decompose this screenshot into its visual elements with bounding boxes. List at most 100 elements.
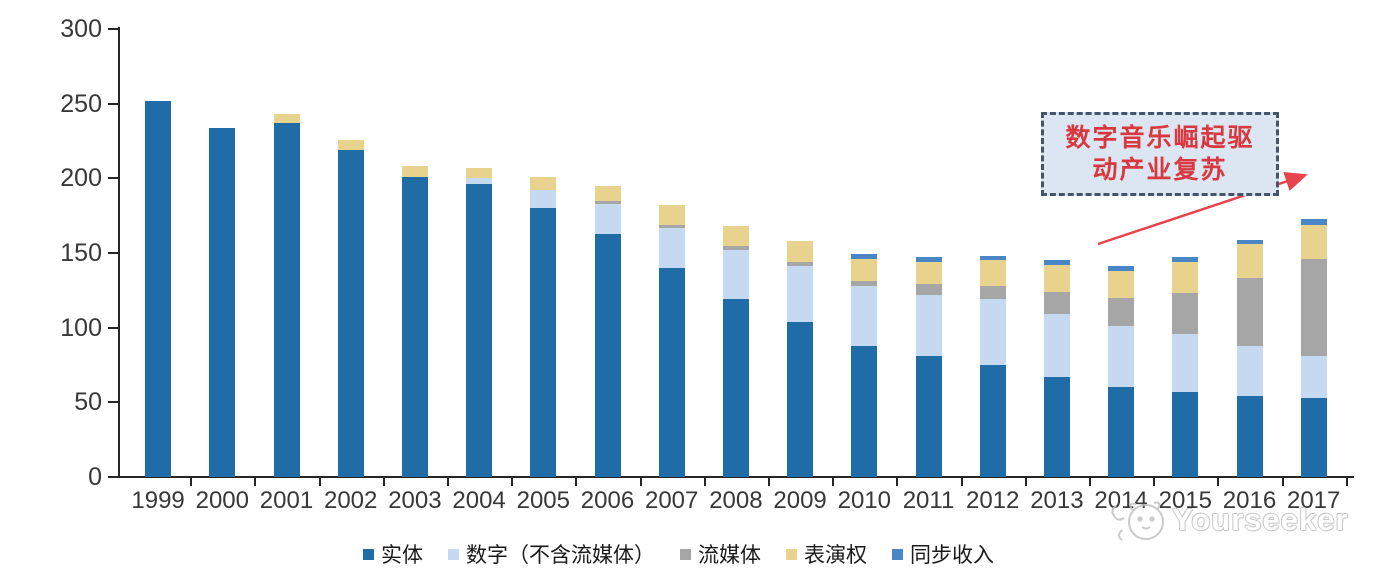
x-tick-mark (896, 478, 899, 486)
bar-segment (658, 224, 685, 228)
bar-segment (979, 299, 1006, 365)
bar-segment (979, 285, 1006, 300)
legend-label: 实体 (381, 543, 423, 567)
x-tick-mark (1024, 478, 1027, 486)
x-tick-mark (639, 478, 642, 486)
bar-segment (851, 254, 878, 259)
x-tick-label: 2008 (709, 487, 763, 514)
legend-swatch-icon (786, 548, 797, 560)
x-tick-label: 2012 (965, 487, 1020, 514)
bar-segment (466, 184, 493, 477)
bar-segment (594, 233, 621, 477)
bar-segment (1172, 257, 1199, 262)
bar-segment (1043, 260, 1070, 265)
legend-item: 流媒体 (680, 539, 761, 569)
bar-segment (1043, 376, 1070, 477)
bar-segment (1172, 333, 1199, 392)
y-tick-label: 150 (60, 239, 102, 267)
annotation-line-2: 动产业复苏 (1092, 155, 1228, 184)
x-tick-label: 2009 (773, 487, 827, 514)
bar-segment (145, 100, 172, 477)
bar-segment (658, 227, 685, 268)
annotation-line-1: 数字音乐崛起驱 (1065, 122, 1255, 152)
bar-segment (1108, 270, 1135, 298)
x-tick-mark (1345, 478, 1348, 486)
bar-segment (530, 190, 557, 209)
x-tick-label: 2007 (644, 487, 699, 514)
y-tick-mark (108, 102, 118, 105)
legend-item: 表演权 (786, 539, 867, 569)
legend-swatch-icon (363, 548, 374, 560)
bar-segment (979, 365, 1006, 477)
y-axis-line (118, 27, 120, 477)
x-tick-label: 2017 (1286, 487, 1341, 514)
bar-segment (658, 267, 685, 477)
bar-segment (594, 185, 621, 201)
x-tick-mark (318, 478, 321, 486)
legend-swatch-icon (680, 548, 691, 560)
x-tick-mark (768, 478, 770, 486)
x-tick-mark (832, 478, 835, 486)
bar-segment (209, 127, 236, 477)
x-tick-label: 2010 (837, 487, 891, 514)
bar-segment (1236, 396, 1263, 477)
chart-legend: 实体 数字（不含流媒体） 流媒体 表演权 同步收入 (363, 539, 994, 569)
y-tick-mark (108, 326, 118, 329)
bar-segment (466, 178, 493, 185)
bar-segment (1300, 397, 1327, 477)
bar-segment (337, 139, 364, 150)
x-tick-mark (1217, 478, 1220, 486)
bar-segment (1172, 391, 1199, 477)
yourseeker-logo-icon (1111, 501, 1164, 541)
legend-label: 数字（不含流媒体） (466, 543, 655, 567)
x-tick-label: 2015 (1158, 487, 1212, 514)
y-tick-label: 0 (88, 463, 102, 491)
x-tick-mark (703, 478, 706, 486)
x-tick-label: 2000 (195, 487, 249, 514)
y-tick-label: 300 (60, 15, 102, 43)
x-tick-label: 2011 (902, 487, 955, 514)
y-tick-mark (108, 252, 118, 254)
bar-segment (1236, 278, 1263, 346)
y-tick-label: 50 (74, 388, 102, 417)
bar-segment (401, 176, 428, 477)
legend-label: 表演权 (804, 543, 867, 567)
bar-segment (787, 266, 814, 322)
bar-segment (915, 356, 942, 477)
bar-segment (1300, 356, 1327, 398)
bar-segment (658, 205, 685, 225)
bar-segment (273, 114, 300, 124)
legend-swatch-icon (448, 548, 459, 560)
bar-segment (722, 250, 749, 300)
bar-segment (1300, 218, 1327, 225)
bar-segment (1043, 291, 1070, 315)
bar-segment (401, 166, 428, 177)
x-tick-mark (511, 478, 514, 486)
legend-label: 同步收入 (910, 543, 994, 567)
x-tick-label: 1999 (131, 487, 185, 514)
bar-segment (1300, 258, 1327, 357)
bar-segment (979, 255, 1006, 261)
bar-segment (273, 123, 300, 477)
x-tick-label: 2014 (1094, 487, 1148, 514)
y-tick-mark (108, 28, 118, 30)
bar-segment (1108, 297, 1135, 327)
legend-item: 数字（不含流媒体） (448, 539, 655, 569)
bar-segment (1236, 239, 1263, 245)
bar-segment (915, 261, 942, 285)
bar-segment (1108, 387, 1135, 477)
bar-segment (530, 176, 557, 191)
bar-segment (337, 149, 364, 477)
bar-segment (851, 285, 878, 346)
x-tick-label: 2002 (323, 487, 378, 514)
legend-item: 同步收入 (892, 539, 994, 569)
bar-segment (787, 321, 814, 477)
bar-segment (1172, 293, 1199, 334)
x-tick-mark (447, 478, 449, 486)
x-tick-mark (254, 478, 257, 486)
bar-segment (1172, 261, 1199, 294)
bar-segment (1108, 266, 1135, 271)
x-tick-mark (1281, 478, 1284, 486)
bar-segment (915, 257, 942, 262)
